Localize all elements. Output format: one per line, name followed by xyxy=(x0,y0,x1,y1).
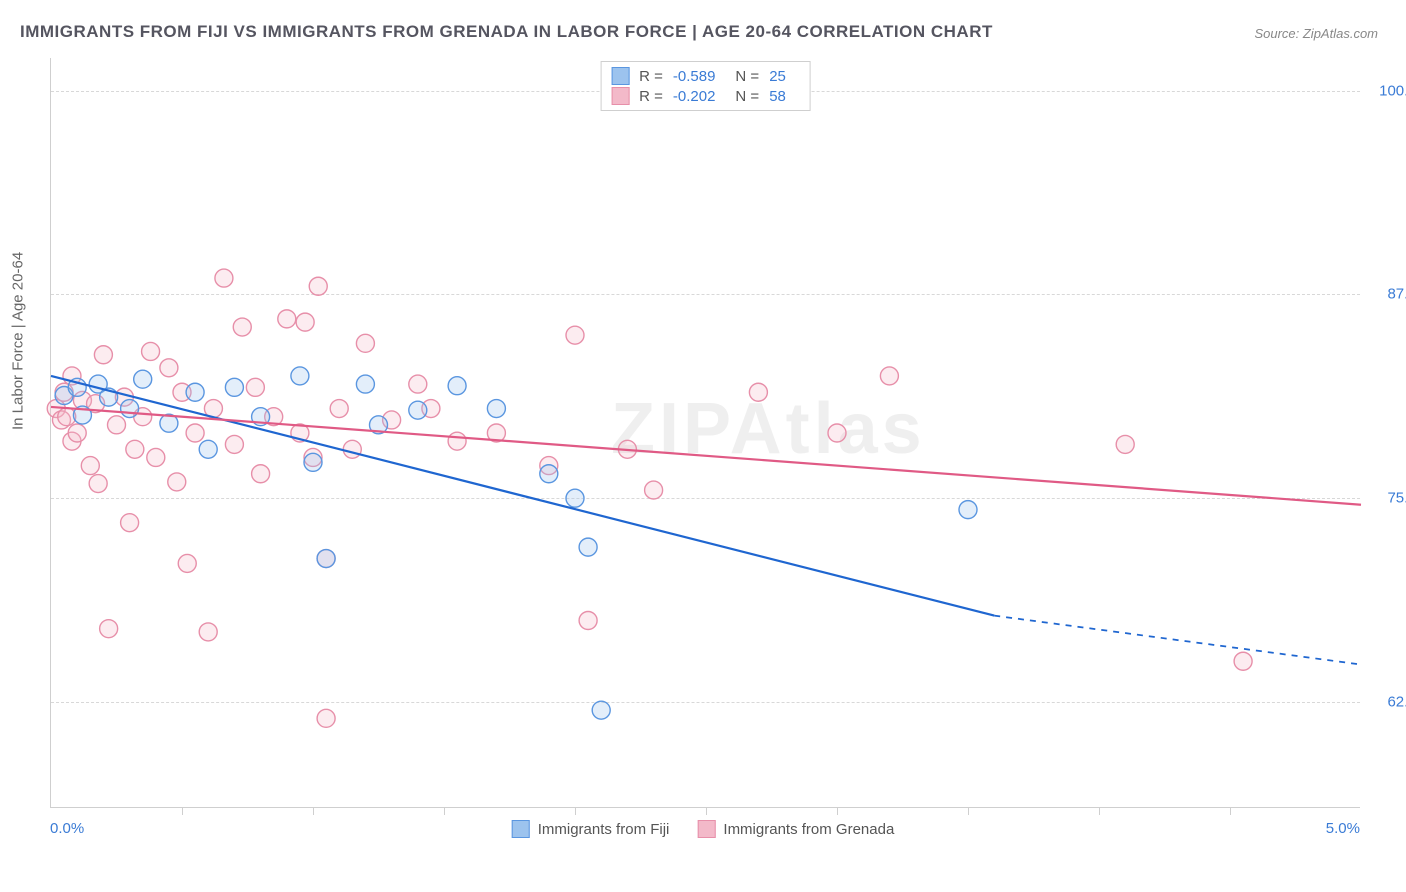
data-point xyxy=(304,453,322,471)
data-point xyxy=(225,378,243,396)
y-tick-label: 62.5% xyxy=(1370,694,1406,711)
data-point xyxy=(566,326,584,344)
x-axis-min-label: 0.0% xyxy=(50,820,84,837)
data-point xyxy=(330,400,348,418)
x-tick xyxy=(706,807,707,815)
x-tick xyxy=(575,807,576,815)
data-point xyxy=(199,623,217,641)
data-point xyxy=(579,612,597,630)
x-tick xyxy=(968,807,969,815)
regression-extrapolation xyxy=(994,616,1361,665)
data-point xyxy=(1116,435,1134,453)
data-point xyxy=(566,489,584,507)
data-point xyxy=(121,514,139,532)
correlation-row-grenada: R = -0.202 N = 58 xyxy=(611,86,796,106)
data-point xyxy=(409,375,427,393)
data-point xyxy=(291,367,309,385)
y-tick-label: 75.0% xyxy=(1370,490,1406,507)
data-point xyxy=(81,457,99,475)
data-point xyxy=(215,269,233,287)
r-label: R = xyxy=(639,88,663,105)
r-value-grenada: -0.202 xyxy=(673,88,716,105)
data-point xyxy=(126,440,144,458)
swatch-grenada xyxy=(697,820,715,838)
x-tick xyxy=(837,807,838,815)
y-tick-label: 87.5% xyxy=(1370,286,1406,303)
data-point xyxy=(309,277,327,295)
data-point xyxy=(579,538,597,556)
legend-label-grenada: Immigrants from Grenada xyxy=(723,821,894,838)
x-axis-max-label: 5.0% xyxy=(1326,820,1360,837)
y-tick-label: 100.0% xyxy=(1370,82,1406,99)
x-tick xyxy=(1099,807,1100,815)
data-point xyxy=(94,346,112,364)
data-point xyxy=(356,375,374,393)
correlation-row-fiji: R = -0.589 N = 25 xyxy=(611,66,796,86)
data-point xyxy=(540,465,558,483)
data-point xyxy=(178,554,196,572)
data-point xyxy=(89,475,107,493)
data-point xyxy=(68,424,86,442)
legend-label-fiji: Immigrants from Fiji xyxy=(538,821,670,838)
n-label: N = xyxy=(735,68,759,85)
data-point xyxy=(317,709,335,727)
n-label: N = xyxy=(735,88,759,105)
data-point xyxy=(142,342,160,360)
data-point xyxy=(199,440,217,458)
data-point xyxy=(296,313,314,331)
swatch-fiji xyxy=(512,820,530,838)
data-point xyxy=(225,435,243,453)
data-point xyxy=(134,370,152,388)
data-point xyxy=(1234,652,1252,670)
data-point xyxy=(100,620,118,638)
data-point xyxy=(749,383,767,401)
source-attribution: Source: ZipAtlas.com xyxy=(1254,26,1378,41)
regression-line xyxy=(51,376,994,616)
data-point xyxy=(168,473,186,491)
x-tick xyxy=(313,807,314,815)
data-point xyxy=(487,400,505,418)
data-point xyxy=(186,424,204,442)
data-point xyxy=(343,440,361,458)
data-point xyxy=(828,424,846,442)
chart-title: IMMIGRANTS FROM FIJI VS IMMIGRANTS FROM … xyxy=(20,22,993,42)
data-point xyxy=(448,377,466,395)
n-value-fiji: 25 xyxy=(769,68,786,85)
data-point xyxy=(186,383,204,401)
chart-plot-area: 62.5%75.0%87.5%100.0% ZIPAtlas R = -0.58… xyxy=(50,58,1360,808)
x-tick xyxy=(1230,807,1231,815)
data-point xyxy=(592,701,610,719)
x-tick xyxy=(444,807,445,815)
data-point xyxy=(252,465,270,483)
legend-item-fiji: Immigrants from Fiji xyxy=(512,820,670,838)
correlation-legend: R = -0.589 N = 25 R = -0.202 N = 58 xyxy=(600,61,811,111)
n-value-grenada: 58 xyxy=(769,88,786,105)
data-point xyxy=(246,378,264,396)
regression-line xyxy=(51,407,1361,505)
data-point xyxy=(147,448,165,466)
legend-item-grenada: Immigrants from Grenada xyxy=(697,820,894,838)
swatch-grenada xyxy=(611,87,629,105)
data-point xyxy=(121,400,139,418)
data-point xyxy=(317,550,335,568)
data-point xyxy=(645,481,663,499)
y-axis-title: In Labor Force | Age 20-64 xyxy=(10,252,27,430)
series-legend: Immigrants from Fiji Immigrants from Gre… xyxy=(512,820,895,838)
data-point xyxy=(880,367,898,385)
r-label: R = xyxy=(639,68,663,85)
data-point xyxy=(278,310,296,328)
data-point xyxy=(160,359,178,377)
data-point xyxy=(409,401,427,419)
scatter-plot-svg xyxy=(51,58,1360,807)
swatch-fiji xyxy=(611,67,629,85)
data-point xyxy=(356,334,374,352)
x-tick xyxy=(182,807,183,815)
data-point xyxy=(448,432,466,450)
data-point xyxy=(233,318,251,336)
data-point xyxy=(959,501,977,519)
r-value-fiji: -0.589 xyxy=(673,68,716,85)
data-point xyxy=(108,416,126,434)
